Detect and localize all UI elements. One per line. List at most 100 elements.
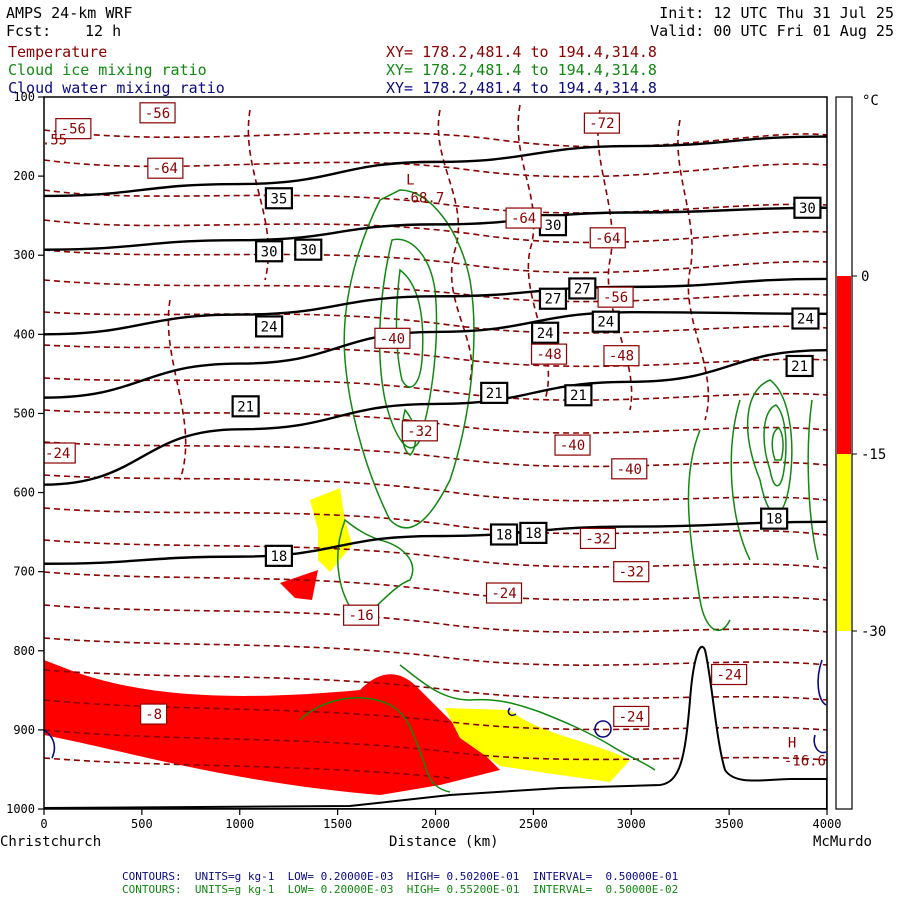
theta-label-box xyxy=(519,521,548,545)
theta-contour-18 xyxy=(44,520,827,565)
xy-cloud-water: XY= 178.2,481.4 to 194.4,314.8 xyxy=(386,79,657,97)
theta-contour-24 xyxy=(44,310,827,399)
x-tick-label: 3500 xyxy=(715,817,744,831)
theta-label: 24 xyxy=(261,319,278,335)
theta-label-box xyxy=(793,196,822,219)
extremum-kind: H xyxy=(788,736,796,752)
terrain xyxy=(44,645,827,809)
theta-label-box xyxy=(531,321,560,344)
theta-label-box xyxy=(591,310,620,333)
theta-label: 30 xyxy=(261,244,278,260)
theta-label: 27 xyxy=(574,281,591,297)
theta-label-box xyxy=(564,384,593,407)
temperature-labels: -56-56-72-64-64-64-56-56-40-48-48-32-32-… xyxy=(44,102,748,728)
temp-label: -24 xyxy=(619,709,644,725)
x-tick-label: 2000 xyxy=(421,817,450,831)
colorbar-tick-label: 0 xyxy=(861,269,869,285)
colorbar-tick-label: -30 xyxy=(861,624,886,640)
temp-label-box xyxy=(374,327,411,349)
warm-band-mid xyxy=(280,570,318,600)
valid-time: Valid: 00 UTC Fri 01 Aug 25 xyxy=(650,22,894,40)
x-tick-label: 0 xyxy=(40,817,47,831)
theta-label: 30 xyxy=(799,201,816,217)
field-temperature: Temperature xyxy=(8,43,108,61)
x-tick-label: 3000 xyxy=(617,817,646,831)
theta-label-box xyxy=(791,307,820,330)
temp-label: -32 xyxy=(407,424,432,440)
theta-label-box xyxy=(538,287,568,310)
temp-label-box xyxy=(603,345,640,367)
cold-band-mid xyxy=(310,488,352,572)
temp-label: -56 xyxy=(145,106,170,122)
temp-label: -8 xyxy=(145,707,162,723)
temp-label-box xyxy=(147,157,184,179)
temp-label: -32 xyxy=(619,565,644,581)
temp-label-box xyxy=(139,102,176,124)
temp-label: -24 xyxy=(716,668,741,684)
y-tick-label: 1000 xyxy=(6,802,35,816)
temp-label: -40 xyxy=(617,462,642,478)
extremum-value: -16.6 xyxy=(784,754,826,770)
temp-label-box xyxy=(554,434,591,456)
temp-label: -24 xyxy=(491,586,516,602)
theta-label: 21 xyxy=(237,399,254,415)
theta-label: 24 xyxy=(597,315,614,331)
theta-label-box xyxy=(264,187,293,210)
temp-label: -64 xyxy=(153,161,178,177)
y-tick-label: 400 xyxy=(13,327,35,341)
theta-label: 24 xyxy=(797,312,814,328)
x-tick-label: 1000 xyxy=(225,817,254,831)
y-tick-label: 800 xyxy=(13,644,35,658)
theta-contours: 35 30 30 30 30 27 27 24 24 24 24 21 21 21 21 18 18 18 18 xyxy=(44,135,827,567)
cold-band-lower xyxy=(445,708,630,782)
xy-cloud-ice: XY= 178.2,481.4 to 194.4,314.8 xyxy=(386,61,657,79)
theta-label: 21 xyxy=(570,388,587,404)
x-end-label: McMurdo xyxy=(812,834,872,850)
x-axis-title: Distance (km) xyxy=(389,834,499,850)
temp-label-box xyxy=(44,442,76,464)
y-tick-label: 700 xyxy=(13,565,35,579)
temp-label-box xyxy=(140,703,168,725)
temp-label-box xyxy=(583,112,620,134)
cloud-water-contours xyxy=(44,659,827,759)
temp-label-box xyxy=(589,227,626,249)
field-cloud-water: Cloud water mixing ratio xyxy=(8,79,225,97)
temp-label: -40 xyxy=(380,331,405,347)
temp-label-box xyxy=(711,663,748,686)
y-tick-label: 100 xyxy=(13,90,35,104)
init-time: Init: 12 UTC Thu 31 Jul 25 xyxy=(659,4,894,22)
temp-label-box xyxy=(613,561,650,583)
temp-label: -72 xyxy=(589,116,614,132)
colorbar-unit: °C xyxy=(862,93,879,109)
theta-label-box xyxy=(255,240,284,263)
theta-contour-27 xyxy=(44,277,827,336)
y-tick-label: 600 xyxy=(13,486,35,500)
theta-label: 27 xyxy=(545,292,562,308)
model-title: AMPS 24-km WRF xyxy=(6,4,133,22)
temp-label-box xyxy=(597,286,634,308)
theta-label-box xyxy=(489,523,519,546)
forecast-label: Fcst: xyxy=(6,22,52,40)
extremum-value: -50.55 xyxy=(17,133,68,149)
theta-label: 30 xyxy=(545,218,562,234)
theta-label: 18 xyxy=(496,527,513,543)
extremum-value: -68.7 xyxy=(402,190,444,206)
theta-label: 21 xyxy=(791,359,808,375)
colorbar: 0 -15 -30 xyxy=(835,96,886,810)
footer-contours-ice: CONTOURS: UNITS=g kg-1 LOW= 0.20000E-03 … xyxy=(122,883,679,896)
y-tick-label: 200 xyxy=(13,169,35,183)
temp-label: -16 xyxy=(348,608,373,624)
y-tick-label: 900 xyxy=(13,723,35,737)
temp-label-box xyxy=(613,705,650,728)
temp-label-box xyxy=(611,458,648,480)
forecast-value: 12 h xyxy=(85,22,122,40)
temp-label: -64 xyxy=(511,211,536,227)
temp-label: -56 xyxy=(61,122,86,138)
y-tick-label: 500 xyxy=(13,406,35,420)
theta-label: 24 xyxy=(537,326,554,342)
theta-label-box xyxy=(264,544,293,567)
theta-label-box xyxy=(568,277,597,300)
colorbar-tick-label: -15 xyxy=(861,447,886,463)
